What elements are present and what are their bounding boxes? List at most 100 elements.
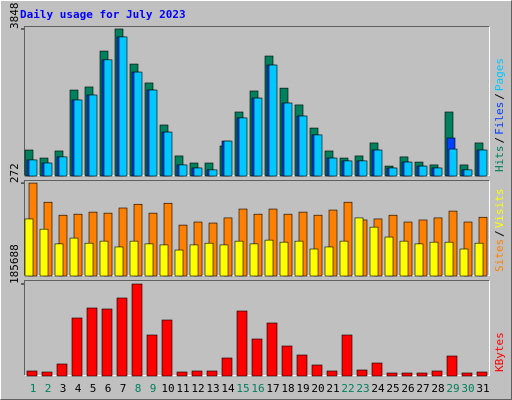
bar [236,310,248,377]
bar [204,242,214,277]
x-tick-label: 23 [356,382,369,395]
bar [418,165,428,177]
bar [206,370,218,377]
x-tick-label: 4 [75,382,82,395]
bar [476,371,488,377]
x-tick-label: 12 [191,382,204,395]
x-tick-label: 14 [221,382,235,395]
legend-label: Pages [493,58,506,91]
y-tick-label: 185688 [8,244,21,284]
bar [178,164,188,177]
bar [159,244,169,277]
bar [129,240,139,277]
bar [208,169,218,177]
x-tick-label: 24 [371,382,385,395]
legend-label: Hits [493,146,506,173]
bar [221,357,233,377]
legend-separator: / [493,230,506,237]
bar [369,226,379,277]
x-tick-label: 19 [296,382,309,395]
bar [103,59,113,177]
bar [463,169,473,177]
bar [176,371,188,377]
bar [298,115,308,177]
x-tick-label: 25 [386,382,399,395]
bar [174,249,184,277]
bar [131,283,143,377]
bar [399,240,409,277]
legend-label: KBytes [493,332,506,372]
bar [161,319,173,377]
bar [416,372,428,377]
bar [144,243,154,277]
bar [189,244,199,277]
bar [88,94,98,177]
bar [39,228,49,277]
bar [148,89,158,177]
bar [253,97,263,177]
bar [474,242,484,277]
bar [24,218,34,277]
x-tick-label: 1 [30,382,37,395]
bar [433,167,443,177]
bar [69,237,79,277]
x-tick-label: 9 [150,382,157,395]
x-tick-label: 2 [45,382,52,395]
x-tick-label: 29 [446,382,459,395]
bar [84,242,94,277]
x-tick-label: 7 [120,382,127,395]
x-tick-label: 31 [476,382,489,395]
bar [339,240,349,277]
bar [328,157,338,177]
bar [54,243,64,277]
x-tick-label: 18 [281,382,294,395]
x-tick-label: 21 [326,382,339,395]
bar [461,372,473,377]
bar [429,241,439,277]
bar [114,246,124,277]
x-tick-label: 17 [266,382,279,395]
bar [238,117,248,177]
bar [459,248,469,277]
bar [296,354,308,377]
bar [234,240,244,277]
bar [28,159,38,177]
bar [56,363,68,377]
bar [99,240,109,277]
bar [118,36,128,177]
bar [268,64,278,177]
bar [354,217,364,277]
bar [71,317,83,377]
x-tick-label: 15 [236,382,249,395]
bar [446,355,458,377]
x-tick-label: 30 [461,382,474,395]
bar [388,167,398,177]
bar [384,236,394,277]
bar [249,243,259,277]
legend-label: Files [493,102,506,135]
legend-label: Visits [493,189,506,229]
bar [371,362,383,377]
x-tick-label: 10 [161,382,174,395]
bar [294,240,304,277]
y-tick-label: 272 [8,163,21,183]
x-tick-label: 3 [60,382,67,395]
bar [133,71,143,177]
y-tick-label: 3848 [8,2,21,29]
bar [401,372,413,377]
x-tick-label: 6 [105,382,112,395]
x-tick-label: 28 [431,382,444,395]
x-tick-label: 13 [206,382,219,395]
bar [58,156,68,177]
bar [309,248,319,277]
bar [448,148,458,177]
panel-bevel [24,280,490,376]
bar [373,149,383,177]
x-tick-label: 11 [176,382,189,395]
bar [403,161,413,177]
x-tick-label: 27 [416,382,429,395]
bar [311,364,323,377]
bar [26,370,38,377]
